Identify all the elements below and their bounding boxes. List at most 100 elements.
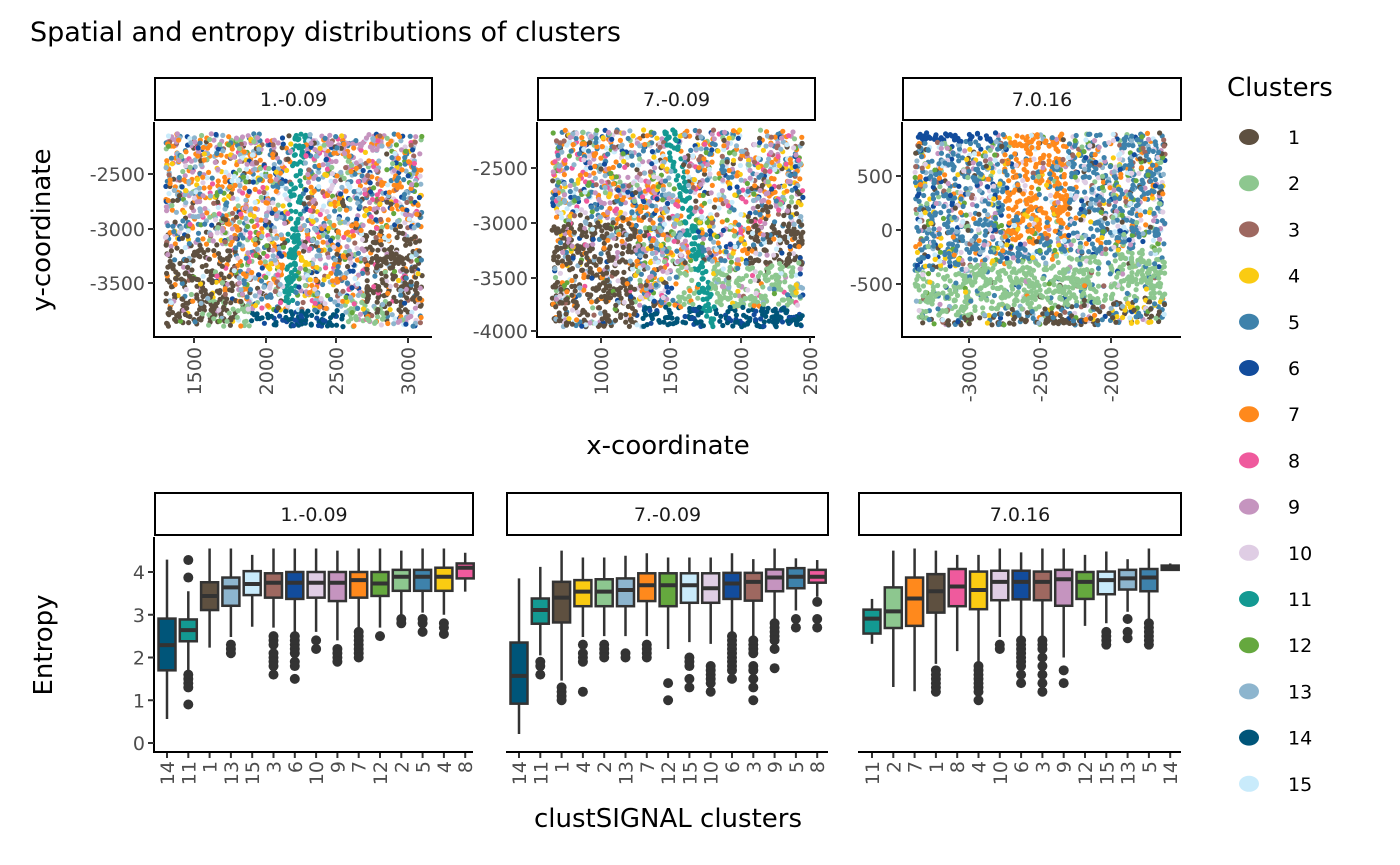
point-cluster-5 — [772, 219, 778, 225]
point-cluster-7 — [570, 142, 576, 148]
point-cluster-10 — [771, 252, 777, 258]
point-cluster-6 — [279, 135, 286, 141]
point-cluster-4 — [730, 250, 736, 256]
point-cluster-3 — [340, 288, 346, 294]
y-axis-title-entropy: Entropy — [29, 594, 59, 695]
point-cluster-10 — [586, 153, 592, 159]
point-cluster-6 — [416, 194, 422, 201]
point-cluster-8 — [614, 206, 620, 212]
point-cluster-1 — [228, 300, 234, 306]
point-cluster-1 — [391, 294, 397, 300]
point-cluster-6 — [276, 250, 282, 256]
point-cluster-1 — [219, 263, 225, 269]
point-cluster-7 — [745, 225, 752, 231]
point-cluster-4 — [654, 135, 660, 141]
point-cluster-1 — [305, 195, 311, 201]
point-cluster-3 — [744, 151, 750, 157]
point-cluster-1 — [753, 222, 759, 229]
point-cluster-10 — [235, 255, 241, 261]
point-cluster-5 — [171, 229, 177, 235]
point-cluster-9 — [567, 134, 573, 140]
point-cluster-9 — [797, 266, 803, 272]
point-cluster-2 — [215, 225, 221, 231]
point-cluster-1 — [402, 280, 408, 286]
point-cluster-13 — [798, 214, 804, 220]
point-cluster-7 — [561, 172, 568, 178]
point-cluster-11 — [686, 195, 693, 201]
point-cluster-7 — [358, 227, 364, 233]
point-cluster-1 — [618, 295, 624, 301]
legend-key-13 — [1239, 683, 1259, 700]
point-cluster-1 — [229, 287, 235, 294]
point-cluster-13 — [662, 205, 668, 211]
point-cluster-12 — [771, 291, 778, 297]
point-cluster-1 — [785, 223, 792, 230]
point-cluster-5 — [625, 135, 631, 142]
point-cluster-5 — [192, 319, 198, 325]
point-cluster-9 — [412, 305, 418, 311]
point-cluster-1 — [206, 256, 212, 262]
point-cluster-4 — [362, 149, 368, 155]
point-cluster-3 — [408, 142, 414, 148]
point-cluster-2 — [211, 316, 217, 322]
point-cluster-10 — [266, 205, 272, 211]
point-cluster-1 — [755, 227, 761, 233]
point-cluster-1 — [388, 250, 394, 256]
point-cluster-10 — [200, 180, 206, 186]
point-cluster-13 — [602, 173, 608, 179]
point-cluster-8 — [738, 228, 744, 234]
point-cluster-1 — [197, 242, 203, 248]
point-cluster-14 — [271, 322, 277, 328]
point-cluster-15 — [282, 192, 288, 198]
point-cluster-2 — [321, 142, 327, 148]
point-cluster-5 — [673, 274, 679, 280]
point-cluster-9 — [768, 142, 774, 148]
point-cluster-11 — [667, 154, 673, 160]
point-cluster-11 — [291, 152, 297, 158]
point-cluster-13 — [178, 225, 184, 231]
scatter-points — [162, 131, 425, 330]
point-cluster-2 — [235, 203, 241, 209]
point-cluster-13 — [197, 208, 203, 214]
point-cluster-2 — [302, 282, 308, 289]
point-cluster-1 — [623, 259, 629, 265]
point-cluster-10 — [331, 244, 337, 250]
point-cluster-1 — [282, 240, 288, 246]
point-cluster-2 — [219, 280, 226, 286]
point-cluster-9 — [409, 182, 415, 188]
point-cluster-15 — [636, 162, 642, 168]
point-cluster-1 — [618, 312, 624, 318]
point-cluster-15 — [582, 189, 588, 195]
point-cluster-2 — [676, 294, 682, 300]
point-cluster-1 — [786, 203, 792, 210]
point-cluster-5 — [359, 173, 365, 179]
point-cluster-11 — [290, 297, 296, 303]
point-cluster-1 — [167, 258, 173, 264]
point-cluster-7 — [591, 153, 597, 159]
point-cluster-5 — [172, 257, 178, 263]
point-cluster-15 — [345, 181, 351, 187]
point-cluster-1 — [286, 133, 292, 139]
point-cluster-1 — [408, 279, 414, 285]
point-cluster-15 — [355, 281, 361, 287]
point-cluster-1 — [603, 225, 610, 231]
point-cluster-2 — [347, 197, 353, 203]
point-cluster-1 — [409, 268, 415, 274]
point-cluster-13 — [220, 132, 226, 138]
point-cluster-9 — [621, 130, 627, 136]
point-cluster-9 — [764, 252, 770, 258]
point-cluster-1 — [621, 269, 627, 275]
point-cluster-9 — [225, 281, 231, 287]
point-cluster-1 — [374, 299, 380, 305]
point-cluster-5 — [357, 204, 363, 210]
point-cluster-14 — [309, 312, 315, 318]
point-cluster-7 — [165, 197, 171, 203]
point-cluster-4 — [317, 145, 323, 151]
point-cluster-11 — [295, 137, 301, 143]
point-cluster-1 — [177, 260, 183, 267]
legend-key-7 — [1239, 406, 1259, 423]
point-cluster-4 — [288, 141, 294, 147]
point-cluster-6 — [179, 184, 185, 190]
point-cluster-1 — [213, 301, 219, 307]
point-cluster-11 — [287, 189, 293, 195]
